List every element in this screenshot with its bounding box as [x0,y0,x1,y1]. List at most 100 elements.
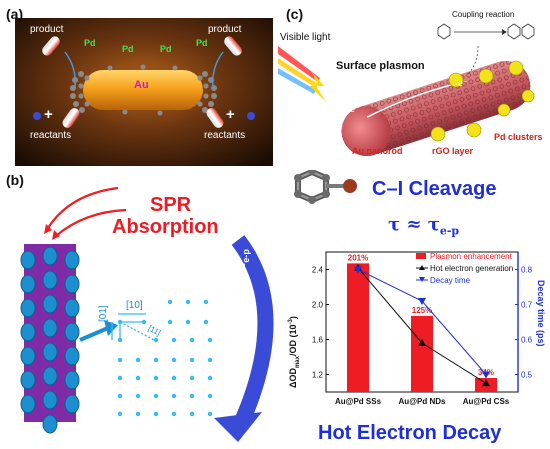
panel-b-label: (b) [6,172,24,188]
y-right-tick-label: 0.6 [521,336,533,345]
pd-label-1: Pd [84,38,96,48]
ylabel-left-text: ΔOD [288,368,298,388]
au-nanorod-label: Au nanorod [352,146,403,156]
prolonged-arrow [231,235,274,430]
x-tick-label: Au@Pd CSs [463,397,510,406]
y-left-tick-label: 1.6 [312,336,324,345]
x-tick-label: Au@Pd SSs [335,397,382,406]
legend-label: Plasmon enhancement [430,252,513,261]
product-capsule-left [42,36,60,56]
light-arrowhead [44,224,52,234]
y-right-tick-label: 0.7 [521,301,533,310]
miller-10-label: [10] [126,300,143,311]
panel-c-illustration [278,23,535,157]
y-right-tick-label: 0.8 [521,266,533,275]
plus-right: + [226,106,235,123]
legend-label: Decay time [430,276,471,285]
ylabel-left-sup: -3 [288,319,294,325]
bar-value-label: 201% [348,253,368,262]
panel-b-illustration [0,180,300,449]
reactants-label-left: reactants [30,130,72,141]
tau-relation-text: τ ≈ τ [388,214,440,235]
chart-ylabel-left: ΔODmax/OD (10-3) [288,316,301,388]
au-label: Au [134,79,149,91]
chart-ylabel-right: Decay time (ps) [536,280,546,347]
pd-label-3: Pd [160,44,172,54]
product-label-right: product [208,24,242,35]
reaction-arrowhead [502,29,507,35]
electron-label-1: e⁻ [350,104,360,114]
pd-cluster-icons [430,60,535,142]
y-left-tick-label: 2.0 [312,301,324,310]
pd-clusters-label: Pd clusters [494,132,543,142]
prolonged-text: Prolonged τ [232,262,248,342]
panel-c [278,2,550,168]
tau-relation: τ ≈ τe-p [388,214,459,238]
light-beam [278,46,320,94]
hot-electron-marker [482,379,490,387]
product-capsule-right [224,36,242,56]
panel-a-label: (a) [6,6,24,22]
hot-electron-decay-label: Hot Electron Decay [318,422,502,444]
zoom-arrowhead [104,320,118,336]
au-pd-nanorod [20,244,80,434]
legend-label: Hot electron generation [430,264,513,273]
pd-label-2: Pd [122,44,134,54]
zoom-arrow [79,326,109,342]
decay-chart-svg: 1.21.62.02.40.50.60.70.8201%125%34%Au@Pd… [312,251,533,406]
molecule-icons [437,23,535,40]
lattice-dots [117,299,213,417]
lightning-icon [310,72,326,102]
decay-time-marker [482,371,490,379]
cleavage-label: C–I Cleavage [372,178,497,200]
legend-swatch-marker [419,265,425,270]
legend-swatch-bar [416,253,426,259]
hot-electron-marker [418,339,426,346]
product-label-left: product [30,24,64,35]
y-left-tick-label: 1.2 [312,371,324,380]
bar [411,315,433,392]
light-arrow [47,186,119,229]
panel-a-illustration [15,18,273,166]
y-right-tick-label: 0.5 [521,371,533,380]
bar [347,263,369,392]
tau-relation-subscript: e-p [439,224,460,238]
iodobenzene-molecule [282,170,362,214]
electron-label-2: e⁻ [360,96,370,106]
au-nanorod [83,70,203,110]
legend-swatch-marker [419,277,425,282]
prolonged-label: Prolonged τe-p [232,249,251,342]
rgo-layer-label: rGO layer [432,146,474,156]
reaction-pointer [467,45,479,75]
spr-label: SPR [150,194,192,216]
prolonged-subscript: e-p [240,249,251,263]
prolonged-arrowhead [214,412,262,442]
flow-arrow [212,51,224,89]
reactant-sphere [247,112,255,120]
light-arrowhead [52,230,60,240]
reactant-sphere [33,112,41,120]
ylabel-left-rest: /OD (10 [288,324,298,357]
coupling-reaction-label: Coupling reaction [452,10,515,19]
flow-arrow [64,51,76,89]
reactant-capsule-right [206,108,224,128]
light-arrow [55,208,127,237]
miller-vectors [111,313,159,343]
visible-light-label: Visible light [280,32,331,43]
absorption-label: Absorption [112,216,219,238]
electron-label-3: e⁻ [458,78,468,88]
panel-a [15,18,273,166]
reactants-label-right: reactants [204,130,246,141]
reactant-capsule-left [62,108,80,128]
panel-c-label: (c) [286,6,304,22]
surface-plasmon-label: Surface plasmon [336,60,425,72]
bar-value-label: 125% [412,306,432,315]
decay-time-marker [354,266,362,274]
iodine-atom [343,179,357,193]
miller-01-label: [01] [98,305,109,322]
decay-chart: 1.21.62.02.40.50.60.70.8201%125%34%Au@Pd… [296,246,546,422]
plus-left: + [44,106,53,123]
ylabel-left-sub: max [294,356,301,369]
y-left-tick-label: 2.4 [312,266,324,275]
x-tick-label: Au@Pd NDs [399,397,446,406]
